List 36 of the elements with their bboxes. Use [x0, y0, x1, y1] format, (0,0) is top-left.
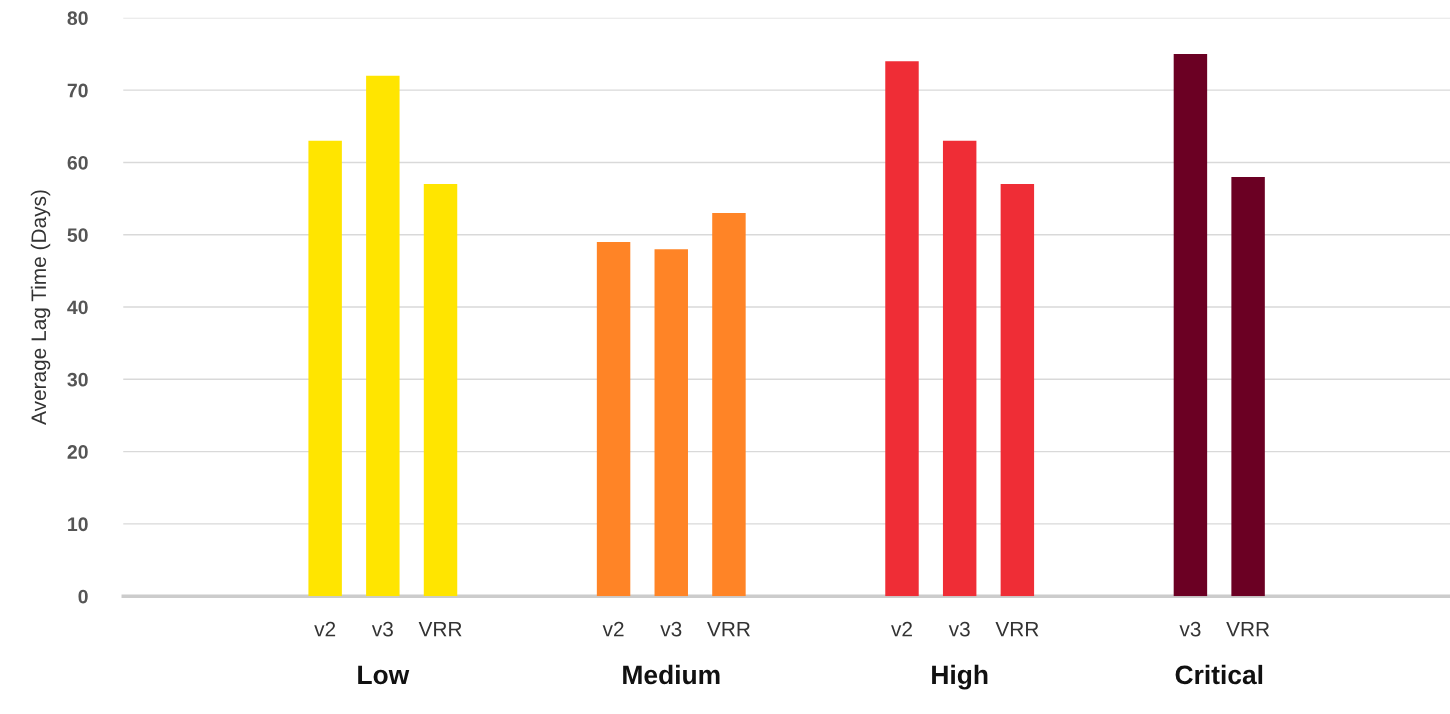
- x-tick-label: v2: [314, 621, 336, 637]
- x-tick-label: VRR: [1226, 621, 1270, 637]
- x-tick-label: v3: [948, 621, 970, 637]
- y-axis-title: Average Lag Time (Days): [30, 190, 51, 425]
- x-tick-label: v3: [660, 621, 682, 637]
- bar: [1231, 176, 1265, 597]
- y-tick-label: 60: [67, 155, 88, 170]
- y-tick-label: 30: [67, 372, 88, 387]
- bar: [885, 61, 919, 597]
- bar: [423, 184, 458, 597]
- y-tick-label: 10: [68, 517, 88, 532]
- x-tick-label: v3: [371, 621, 393, 637]
- y-tick-label: 40: [67, 300, 88, 315]
- bar: [1000, 184, 1035, 597]
- text: Low: [358, 665, 410, 685]
- y-tick-label: 50: [67, 228, 88, 242]
- y-tick-label: 0: [78, 589, 88, 604]
- bar: [712, 213, 746, 597]
- bar: [366, 75, 400, 597]
- y-tick-label: 70: [67, 83, 88, 98]
- x-tick-label: v2: [891, 621, 912, 637]
- x-tick-label: VRR: [707, 621, 750, 637]
- x-tick-label: VRR: [418, 621, 462, 637]
- bar: [596, 241, 631, 597]
- bar: [308, 140, 342, 597]
- bar: [654, 249, 688, 597]
- text: Medium: [623, 664, 720, 685]
- y-tick-label: 20: [67, 445, 88, 459]
- x-tick-label: v3: [1179, 621, 1201, 637]
- bar: [942, 140, 977, 597]
- y-tick-label: 80: [67, 11, 88, 26]
- x-tick-label: v2: [602, 621, 624, 637]
- text: High: [932, 664, 988, 690]
- bar: [1173, 54, 1208, 597]
- text: Critical: [1175, 664, 1263, 685]
- x-tick-label: VRR: [995, 621, 1039, 637]
